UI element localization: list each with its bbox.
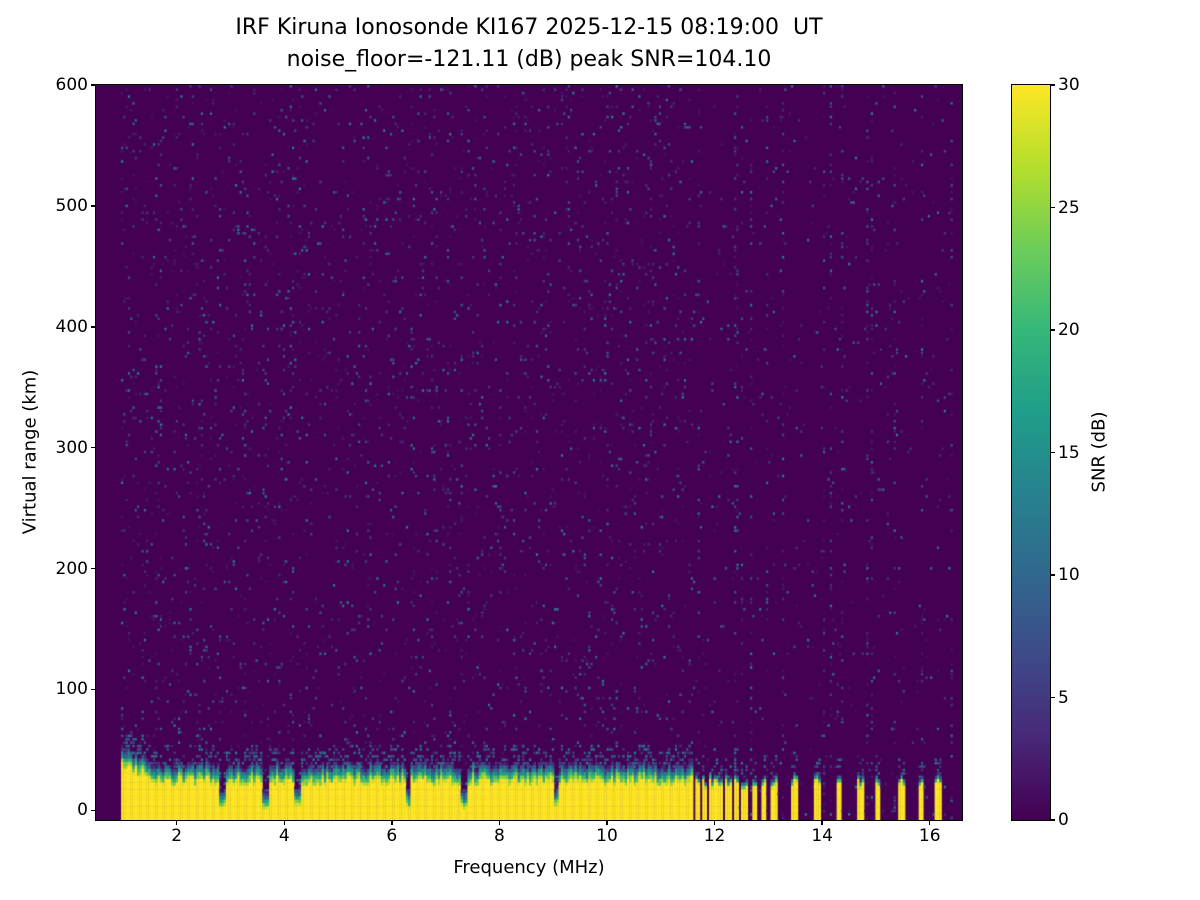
y-axis-label: Virtual range (km) [19, 369, 41, 535]
y-tick-mark [91, 809, 95, 812]
y-tick-label: 300 [55, 437, 88, 458]
x-tick-label: 14 [811, 826, 833, 846]
x-tick-label: 8 [493, 826, 505, 846]
colorbar-tick-label: 0 [1058, 810, 1069, 830]
y-tick-label: 200 [55, 558, 88, 579]
colorbar-tick-label: 15 [1058, 442, 1080, 463]
chart-subtitle: noise_floor=-121.11 (dB) peak SNR=104.10 [286, 47, 772, 72]
y-tick-mark [91, 326, 95, 328]
plot-frame [95, 84, 963, 821]
y-tick-mark [91, 446, 95, 449]
colorbar-tick-label: 20 [1058, 320, 1080, 340]
x-tick-label: 10 [596, 826, 618, 846]
x-tick-mark [283, 821, 285, 825]
x-tick-label: 16 [918, 826, 941, 846]
y-tick-mark [91, 567, 95, 570]
x-tick-mark [928, 821, 931, 825]
x-axis-label: Frequency (MHz) [453, 857, 605, 878]
x-tick-mark [821, 821, 823, 825]
colorbar-frame [1011, 84, 1051, 821]
x-tick-label: 6 [386, 826, 398, 846]
y-tick-label: 500 [55, 195, 88, 216]
colorbar-tick-label: 5 [1058, 687, 1069, 708]
x-tick-mark [606, 821, 608, 825]
chart-title: IRF Kiruna Ionosonde KI167 2025-12-15 08… [235, 15, 823, 40]
colorbar-tick-label: 25 [1058, 197, 1080, 218]
y-tick-label: 600 [55, 75, 88, 95]
y-tick-label: 400 [55, 316, 88, 337]
y-tick-mark [91, 205, 95, 207]
colorbar-tick-mark [1051, 329, 1055, 331]
y-tick-label: 100 [55, 679, 88, 700]
ionogram-heatmap [96, 85, 962, 820]
y-tick-mark [91, 84, 95, 86]
x-tick-label: 12 [703, 826, 726, 846]
y-tick-label: 0 [77, 800, 88, 821]
x-tick-mark [175, 821, 178, 825]
x-tick-mark [498, 821, 501, 825]
colorbar-tick-mark [1051, 84, 1055, 86]
colorbar-tick-mark [1051, 206, 1055, 209]
x-tick-label: 4 [278, 826, 290, 846]
colorbar-gradient [1012, 85, 1050, 820]
colorbar-tick-mark [1051, 574, 1055, 576]
x-tick-mark [713, 821, 716, 825]
x-tick-label: 2 [171, 826, 183, 846]
x-tick-mark [391, 821, 393, 825]
colorbar-tick-mark [1051, 819, 1055, 821]
colorbar-tick-mark [1051, 696, 1055, 699]
colorbar-tick-label: 30 [1058, 75, 1080, 95]
colorbar-tick-mark [1051, 451, 1055, 454]
y-tick-mark [91, 688, 95, 691]
colorbar-tick-label: 10 [1058, 565, 1080, 585]
colorbar-label: SNR (dB) [1088, 411, 1110, 493]
